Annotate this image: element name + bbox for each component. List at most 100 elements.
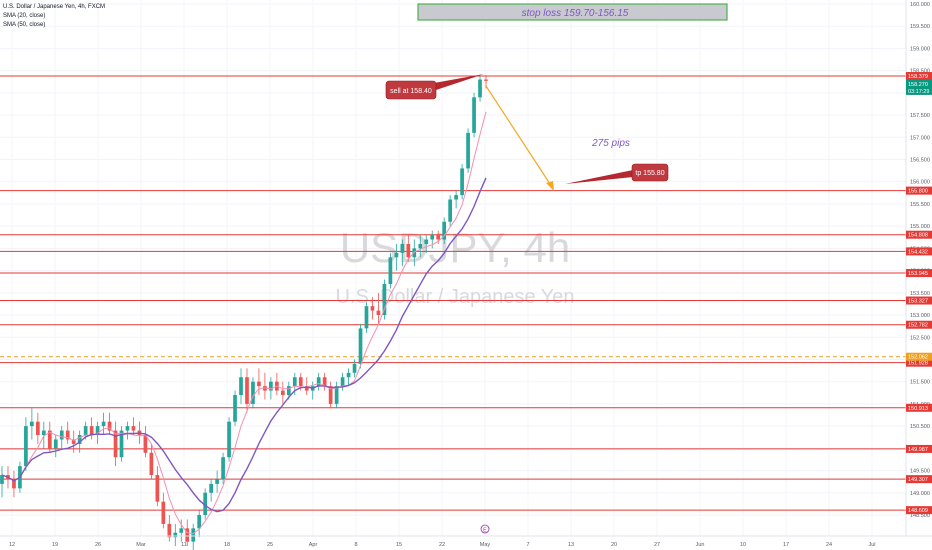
candle-body[interactable] — [41, 430, 46, 436]
stop-loss-zone[interactable]: stop loss 159.70-156.15 — [417, 3, 728, 21]
stop-loss-box[interactable] — [417, 3, 728, 21]
candle-body[interactable] — [24, 426, 28, 467]
candle-body[interactable] — [454, 195, 458, 200]
candle-body[interactable] — [233, 395, 237, 422]
candle-body[interactable] — [292, 377, 297, 387]
sell-callout-box[interactable] — [385, 80, 437, 100]
price-tick-label: 153.500 — [910, 291, 930, 297]
candle-body[interactable] — [191, 528, 196, 542]
candle-body[interactable] — [400, 243, 405, 253]
tp-callout[interactable]: tp 155.80 — [565, 163, 669, 184]
candle-body[interactable] — [71, 439, 76, 444]
candle-body[interactable] — [245, 377, 249, 404]
candle-body[interactable] — [364, 306, 369, 329]
candle-body[interactable] — [221, 457, 225, 480]
sma50-legend[interactable]: SMA (50, close) — [3, 22, 46, 28]
sma-layer — [1, 111, 487, 535]
candle-body[interactable] — [155, 475, 160, 502]
candle-body[interactable] — [430, 235, 435, 240]
candle-body[interactable] — [358, 328, 363, 364]
candle-body[interactable] — [280, 390, 285, 396]
candle-body[interactable] — [107, 421, 112, 431]
candle-body[interactable] — [59, 430, 64, 440]
candle-body[interactable] — [30, 421, 34, 427]
candle-body[interactable] — [209, 483, 213, 493]
candle-body[interactable] — [269, 381, 273, 391]
candle-body[interactable] — [352, 363, 357, 373]
candle-body[interactable] — [472, 97, 476, 133]
candle-body[interactable] — [442, 221, 447, 240]
candle-body[interactable] — [286, 386, 291, 396]
candle-body[interactable] — [388, 257, 393, 284]
candle-body[interactable] — [101, 421, 106, 427]
candle-body[interactable] — [460, 168, 464, 196]
candle-body[interactable] — [185, 528, 190, 542]
time-axis[interactable]: 12 19 26 Mar 11 18 25 Apr 8 15 22 May 7 13 20 27 Jun 10 17… — [0, 535, 932, 548]
candle-body[interactable] — [436, 235, 441, 240]
candle-body[interactable] — [149, 452, 154, 476]
candle-body[interactable] — [328, 386, 333, 404]
candle-body[interactable] — [53, 439, 58, 449]
candle-body[interactable] — [215, 479, 219, 484]
candle-body[interactable] — [83, 426, 88, 436]
sma20-legend[interactable]: SMA (20, close) — [3, 13, 46, 19]
candle-body[interactable] — [448, 199, 453, 222]
candle-body[interactable] — [376, 310, 381, 316]
candle-body[interactable] — [424, 239, 429, 244]
candle-body[interactable] — [47, 430, 52, 449]
level-tag-box — [906, 444, 932, 453]
candle-body[interactable] — [322, 377, 327, 387]
candle-body[interactable] — [418, 243, 423, 249]
candle-body[interactable] — [334, 386, 339, 404]
candle-body[interactable] — [484, 79, 488, 81]
candle-body[interactable] — [316, 377, 321, 387]
candle-body[interactable] — [65, 430, 70, 440]
candle-body[interactable] — [370, 306, 375, 311]
candle-body[interactable] — [340, 377, 345, 387]
candle-body[interactable] — [77, 435, 82, 444]
candles-layer[interactable] — [0, 75, 488, 550]
candle-body[interactable] — [382, 283, 387, 316]
candle-body[interactable] — [143, 435, 148, 453]
price-tick-label: 151.500 — [910, 380, 930, 386]
candle-body[interactable] — [35, 421, 40, 436]
candle-body[interactable] — [89, 426, 94, 436]
candle-body[interactable] — [466, 132, 470, 169]
candle-body[interactable] — [173, 532, 178, 538]
candle-body[interactable] — [203, 492, 208, 515]
candle-body[interactable] — [304, 386, 309, 391]
price-tick-label: 155.500 — [910, 202, 930, 208]
candle-body[interactable] — [125, 426, 130, 431]
tp-callout-box[interactable] — [631, 163, 669, 182]
sell-callout[interactable]: sell at 158.40 — [385, 74, 484, 100]
candle-body[interactable] — [167, 523, 172, 538]
candle-body[interactable] — [227, 421, 231, 458]
level-tag-box — [906, 269, 932, 278]
candle-body[interactable] — [412, 248, 417, 258]
candle-body[interactable] — [113, 430, 118, 458]
watermark-name: U.S. Dollar / Japanese Yen — [335, 286, 574, 308]
event-marker-circle[interactable] — [480, 524, 490, 534]
candle-body[interactable] — [394, 252, 399, 258]
level-tag-label: 154.432 — [908, 249, 928, 255]
candle-body[interactable] — [478, 79, 482, 98]
symbol-title[interactable]: U.S. Dollar / Japanese Yen, 4h, FXCM — [3, 4, 106, 10]
candle-body[interactable] — [251, 381, 255, 404]
event-marker[interactable]: E — [480, 524, 490, 534]
candle-body[interactable] — [257, 381, 261, 387]
candle-body[interactable] — [12, 479, 16, 489]
time-tick-label: May — [480, 542, 491, 548]
candle-body[interactable] — [239, 377, 243, 396]
candle-body[interactable] — [346, 372, 351, 378]
candle-body[interactable] — [95, 426, 100, 436]
candle-body[interactable] — [0, 475, 4, 484]
candle-body[interactable] — [197, 515, 202, 529]
candle-body[interactable] — [179, 528, 184, 533]
candle-body[interactable] — [131, 426, 136, 431]
candle-body[interactable] — [119, 430, 124, 458]
candle-body[interactable] — [406, 243, 411, 258]
candle-body[interactable] — [298, 377, 303, 387]
time-tick-label: Mar — [136, 542, 146, 548]
candle-body[interactable] — [161, 501, 166, 524]
